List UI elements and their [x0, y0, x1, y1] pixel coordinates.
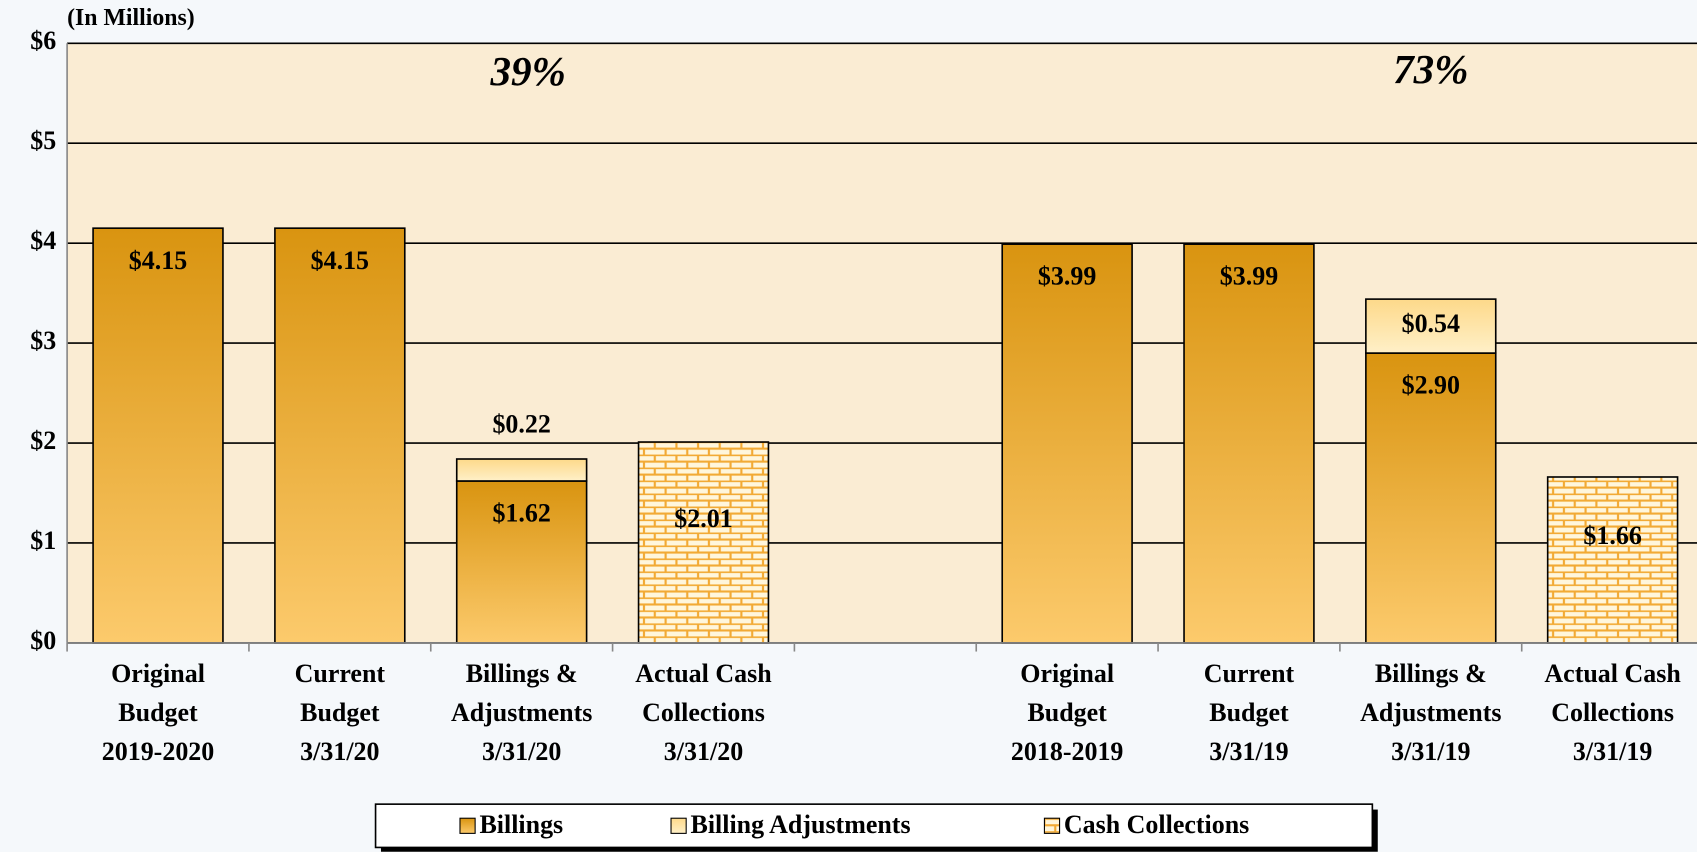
legend-label: Billings: [479, 810, 563, 839]
legend-swatch: [1043, 817, 1061, 834]
bar: [1183, 243, 1315, 644]
x-tick-label: Billings & Adjustments 3/31/19: [1360, 660, 1502, 767]
bar: [1365, 298, 1497, 354]
legend: [374, 803, 1374, 849]
x-tick-label: Actual Cash Collections 3/31/19: [1544, 660, 1681, 767]
bar: [1365, 352, 1497, 644]
bar: [1001, 243, 1133, 644]
bar: [637, 441, 770, 644]
x-tick-label: Current Budget 3/31/20: [294, 660, 386, 767]
data-label: $0.54: [1402, 309, 1460, 338]
data-label: $2.90: [1402, 371, 1460, 400]
y-tick-label: $2: [30, 426, 56, 455]
data-label: $4.15: [129, 246, 187, 275]
data-label: $1.66: [1583, 521, 1641, 550]
data-label: $4.15: [311, 246, 369, 275]
bar: [274, 227, 406, 644]
data-label: $1.62: [492, 499, 550, 528]
y-tick-label: $6: [30, 26, 56, 55]
bar: [1546, 476, 1679, 644]
y-tick-label: $4: [30, 226, 56, 255]
y-tick-label: $3: [30, 326, 56, 355]
annotation: 73%: [1393, 46, 1468, 92]
x-tick-label: Actual Cash Collections 3/31/20: [635, 660, 772, 767]
data-label: $2.01: [674, 504, 732, 533]
legend-label: Cash Collections: [1064, 810, 1249, 839]
y-axis-label: (In Millions): [67, 5, 195, 31]
data-label: $3.99: [1220, 262, 1278, 291]
bar: [92, 227, 224, 644]
y-tick-label: $1: [30, 526, 56, 555]
legend-label: Billing Adjustments: [691, 810, 911, 839]
legend-swatch: [459, 817, 476, 834]
y-tick-label: $0: [30, 626, 56, 655]
x-tick-label: Current Budget 3/31/19: [1203, 660, 1295, 767]
annotation: 39%: [489, 48, 565, 94]
x-tick-label: Original Budget 2019-2020: [101, 660, 215, 767]
bar: [455, 458, 588, 482]
data-label: $0.22: [492, 409, 550, 438]
data-label: $3.99: [1038, 262, 1096, 291]
legend-swatch: [670, 817, 687, 834]
x-tick-label: Billings & Adjustments 3/31/20: [450, 660, 593, 767]
y-tick-label: $5: [30, 126, 56, 155]
x-tick-label: Original Budget 2018-2019: [1010, 660, 1124, 767]
